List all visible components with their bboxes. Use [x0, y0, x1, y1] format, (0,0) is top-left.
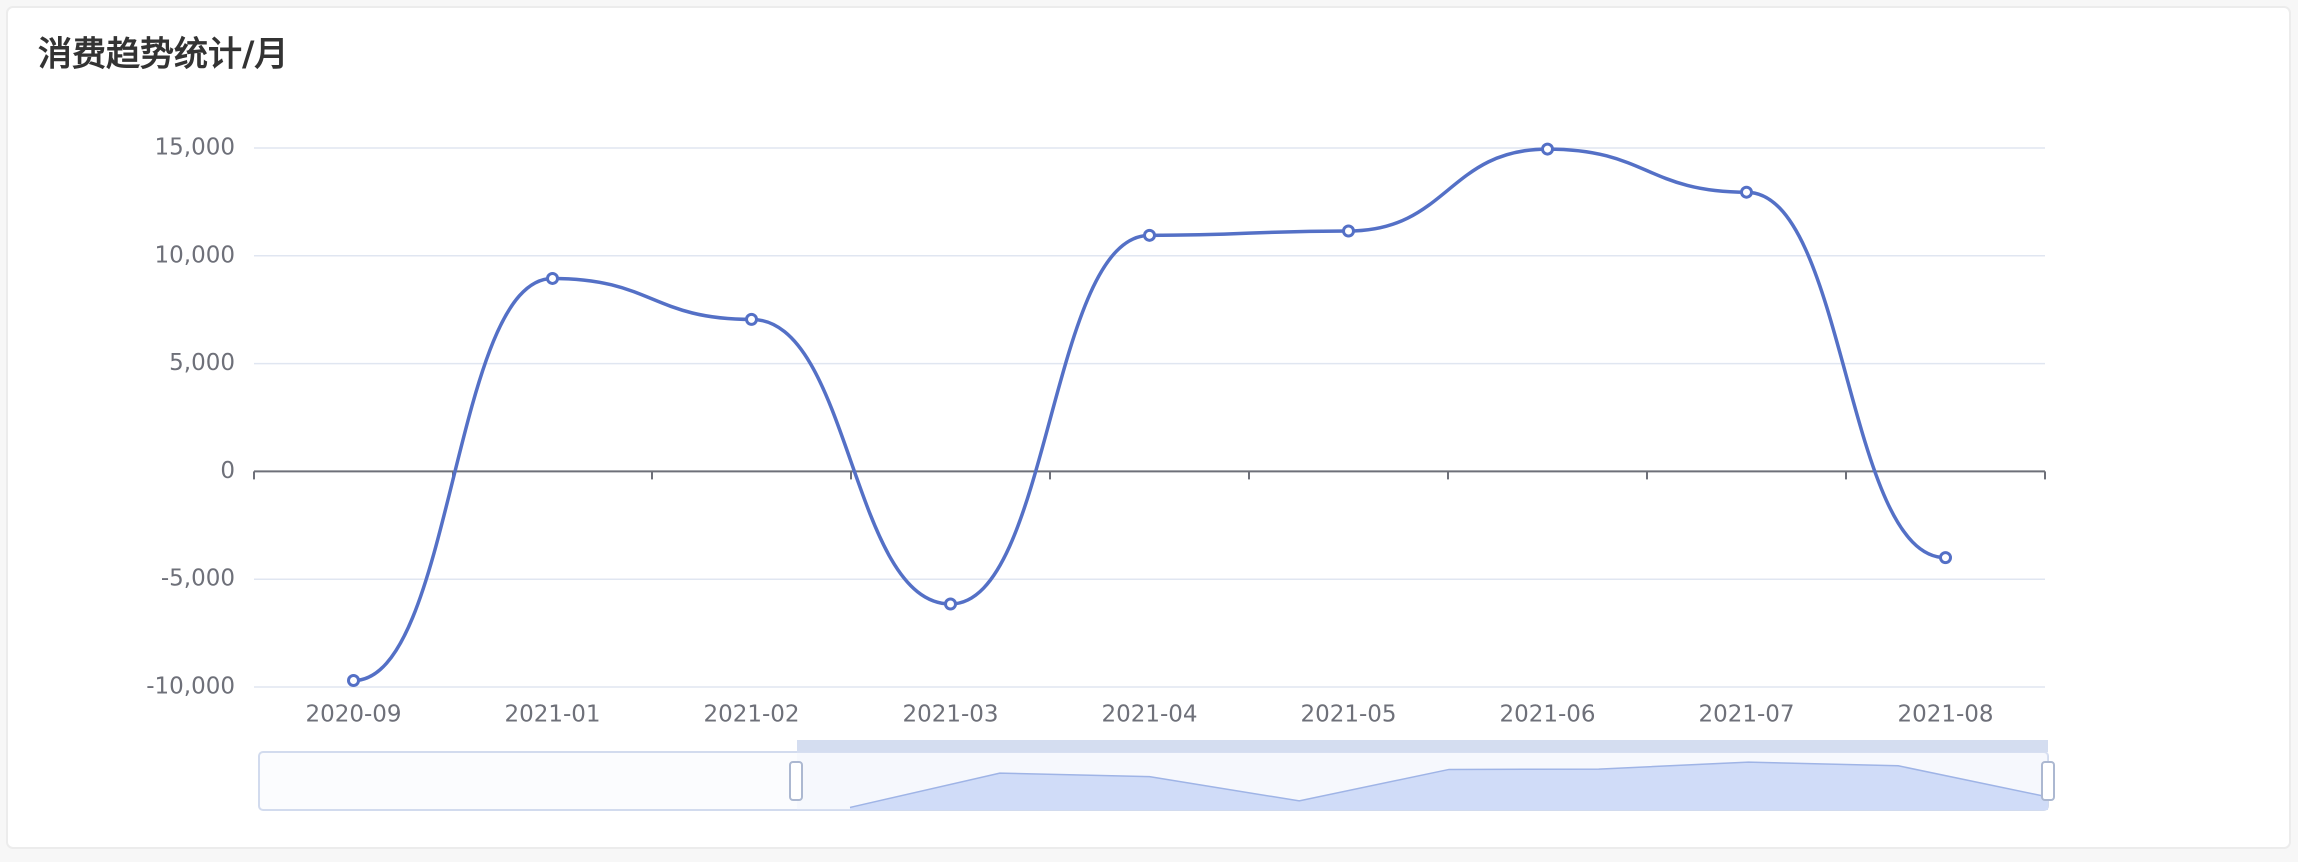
y-tick-label: -5,000	[161, 566, 235, 592]
x-tick-label: 2021-06	[1499, 702, 1595, 728]
y-tick-label: 0	[220, 458, 235, 484]
line	[353, 147, 1946, 683]
point	[546, 271, 559, 285]
y-tick-label: -10,000	[146, 674, 235, 700]
point	[745, 312, 758, 326]
point	[347, 674, 360, 688]
zoom-handle[interactable]	[789, 761, 803, 801]
point	[1541, 142, 1554, 156]
x-tick-label: 2021-02	[703, 702, 799, 728]
y-tick-label: 10,000	[155, 242, 235, 268]
zoom-handle[interactable]	[2041, 761, 2055, 801]
zoom-preview	[849, 761, 2049, 810]
point	[1342, 224, 1355, 238]
x-tick-label: 2021-01	[504, 702, 600, 728]
point	[944, 597, 957, 611]
point	[1740, 185, 1753, 199]
point	[1939, 551, 1952, 565]
point	[1143, 228, 1156, 242]
card	[6, 6, 2291, 849]
x-tick-label: 2020-09	[305, 702, 401, 728]
zoom-drag-bar[interactable]	[797, 740, 2048, 752]
zoom-preview-line	[849, 761, 2049, 809]
x-tick-label: 2021-03	[902, 702, 998, 728]
x-tick-label: 2021-05	[1300, 702, 1396, 728]
zoom-preview-area	[850, 762, 2048, 810]
x-tick-label: 2021-04	[1101, 702, 1197, 728]
y-tick-label: 5,000	[169, 350, 235, 376]
x-tick-label: 2021-08	[1897, 702, 1993, 728]
chart-title: 消费趋势统计/月	[38, 35, 288, 75]
x-tick-label: 2021-07	[1698, 702, 1794, 728]
y-tick-label: 15,000	[155, 135, 235, 161]
